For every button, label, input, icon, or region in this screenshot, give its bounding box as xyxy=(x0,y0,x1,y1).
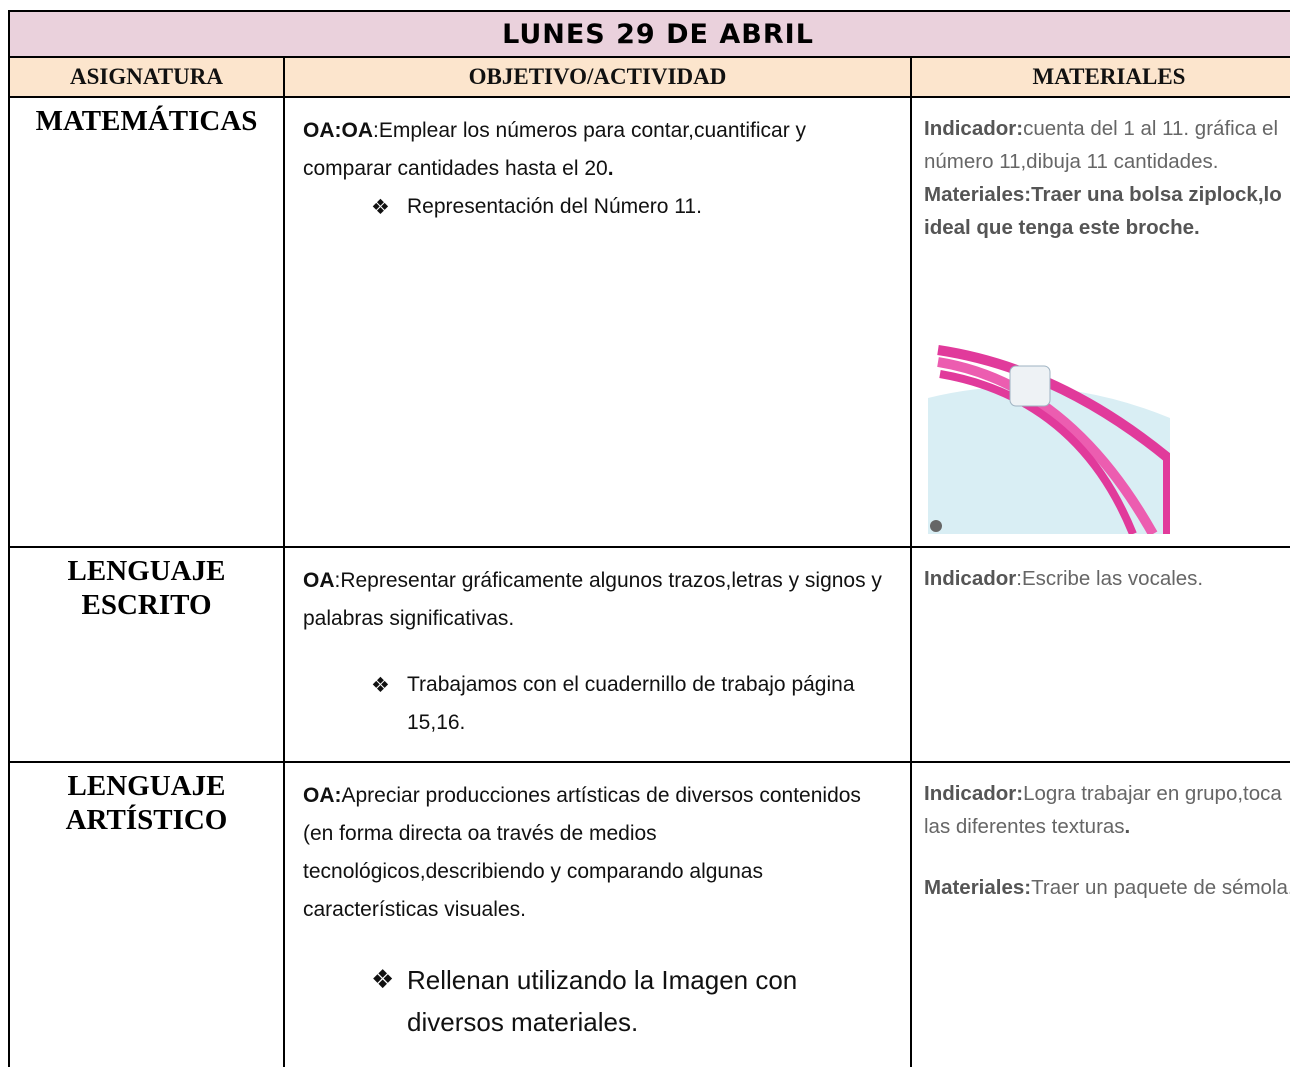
bullet: Representación del Número 11. xyxy=(371,188,896,226)
objective: OA:Representar gráficamente algunos traz… xyxy=(303,562,896,638)
text-run: Apreciar producciones artísticas de dive… xyxy=(303,784,861,921)
text-run: Indicador xyxy=(924,567,1017,590)
title-row: LUNES 29 DE ABRIL xyxy=(8,10,1290,58)
materials-paragraph: Indicador:Logra trabajar en grupo,toca l… xyxy=(924,777,1290,843)
text-run: Indicador: xyxy=(924,117,1024,140)
text-run: :Emplear los números para contar,cuantif… xyxy=(303,119,807,180)
text-run: Indicador: xyxy=(924,782,1024,805)
objective-cell: OA:OA:Emplear los números para contar,cu… xyxy=(283,96,912,548)
objective-cell: OA:Apreciar producciones artísticas de d… xyxy=(283,761,912,1067)
header-row: ASIGNATURA OBJETIVO/ACTIVIDAD MATERIALES xyxy=(8,56,1290,98)
column-header: OBJETIVO/ACTIVIDAD xyxy=(283,56,912,98)
text-run: OA: xyxy=(303,784,342,807)
column-header: MATERIALES xyxy=(910,56,1290,98)
text-run: Materiales:Traer una bolsa ziplock,lo id… xyxy=(924,183,1282,239)
materials-paragraph: Indicador:cuenta del 1 al 11. gráfica el… xyxy=(924,112,1290,178)
subject: LENGUAJE ESCRITO xyxy=(67,555,226,621)
materials-paragraph: Materiales:Traer una bolsa ziplock,lo id… xyxy=(924,178,1290,244)
materials-cell: Indicador:Escribe las vocales. xyxy=(910,546,1290,763)
objective: OA:Apreciar producciones artísticas de d… xyxy=(303,777,896,929)
text-run: Logra trabajar en grupo,toca las diferen… xyxy=(924,782,1282,838)
text-run: Materiales: xyxy=(924,876,1032,899)
text-run: OA:OA xyxy=(303,119,373,142)
column-header: ASIGNATURA xyxy=(8,56,285,98)
objective: OA:OA:Emplear los números para contar,cu… xyxy=(303,112,896,188)
subject: MATEMÁTICAS xyxy=(35,105,258,137)
text-run: Traer un paquete de sémola. xyxy=(1031,876,1290,899)
objective-cell: OA:Representar gráficamente algunos traz… xyxy=(283,546,912,763)
text-run: OA xyxy=(303,569,335,592)
text-run: . xyxy=(1124,815,1131,838)
subject-cell: LENGUAJE ARTÍSTICO xyxy=(8,761,285,1067)
schedule-table: LUNES 29 DE ABRIL ASIGNATURA OBJETIVO/ACTI… xyxy=(8,10,1290,1067)
subject-cell: LENGUAJE ESCRITO xyxy=(8,546,285,763)
subject-cell: MATEMÁTICAS xyxy=(8,96,285,548)
text-run: :Representar gráficamente algunos trazos… xyxy=(303,569,882,630)
materials-cell: Indicador:Logra trabajar en grupo,toca l… xyxy=(910,761,1290,1067)
text-run: . xyxy=(607,157,614,180)
text-run: :Escribe las vocales. xyxy=(1016,567,1204,590)
materials-paragraph: Materiales:Traer un paquete de sémola. xyxy=(924,871,1290,904)
subject: LENGUAJE ARTÍSTICO xyxy=(65,770,228,836)
subject-row: LENGUAJE ESCRITO OA:Representar gráficame… xyxy=(8,546,1290,763)
materials-paragraph: Indicador:Escribe las vocales. xyxy=(924,562,1290,595)
title: LUNES 29 DE ABRIL xyxy=(8,10,1290,58)
subject-row: LENGUAJE ARTÍSTICO OA:Apreciar produccion… xyxy=(8,761,1290,1067)
bullet: Trabajamos con el cuadernillo de trabajo… xyxy=(371,666,896,742)
bullet: Rellenan utilizando la Imagen con divers… xyxy=(371,959,896,1043)
ziplock-image xyxy=(928,338,1170,534)
text-run: cuenta del 1 al 11. gráfica el número 11… xyxy=(924,117,1278,173)
